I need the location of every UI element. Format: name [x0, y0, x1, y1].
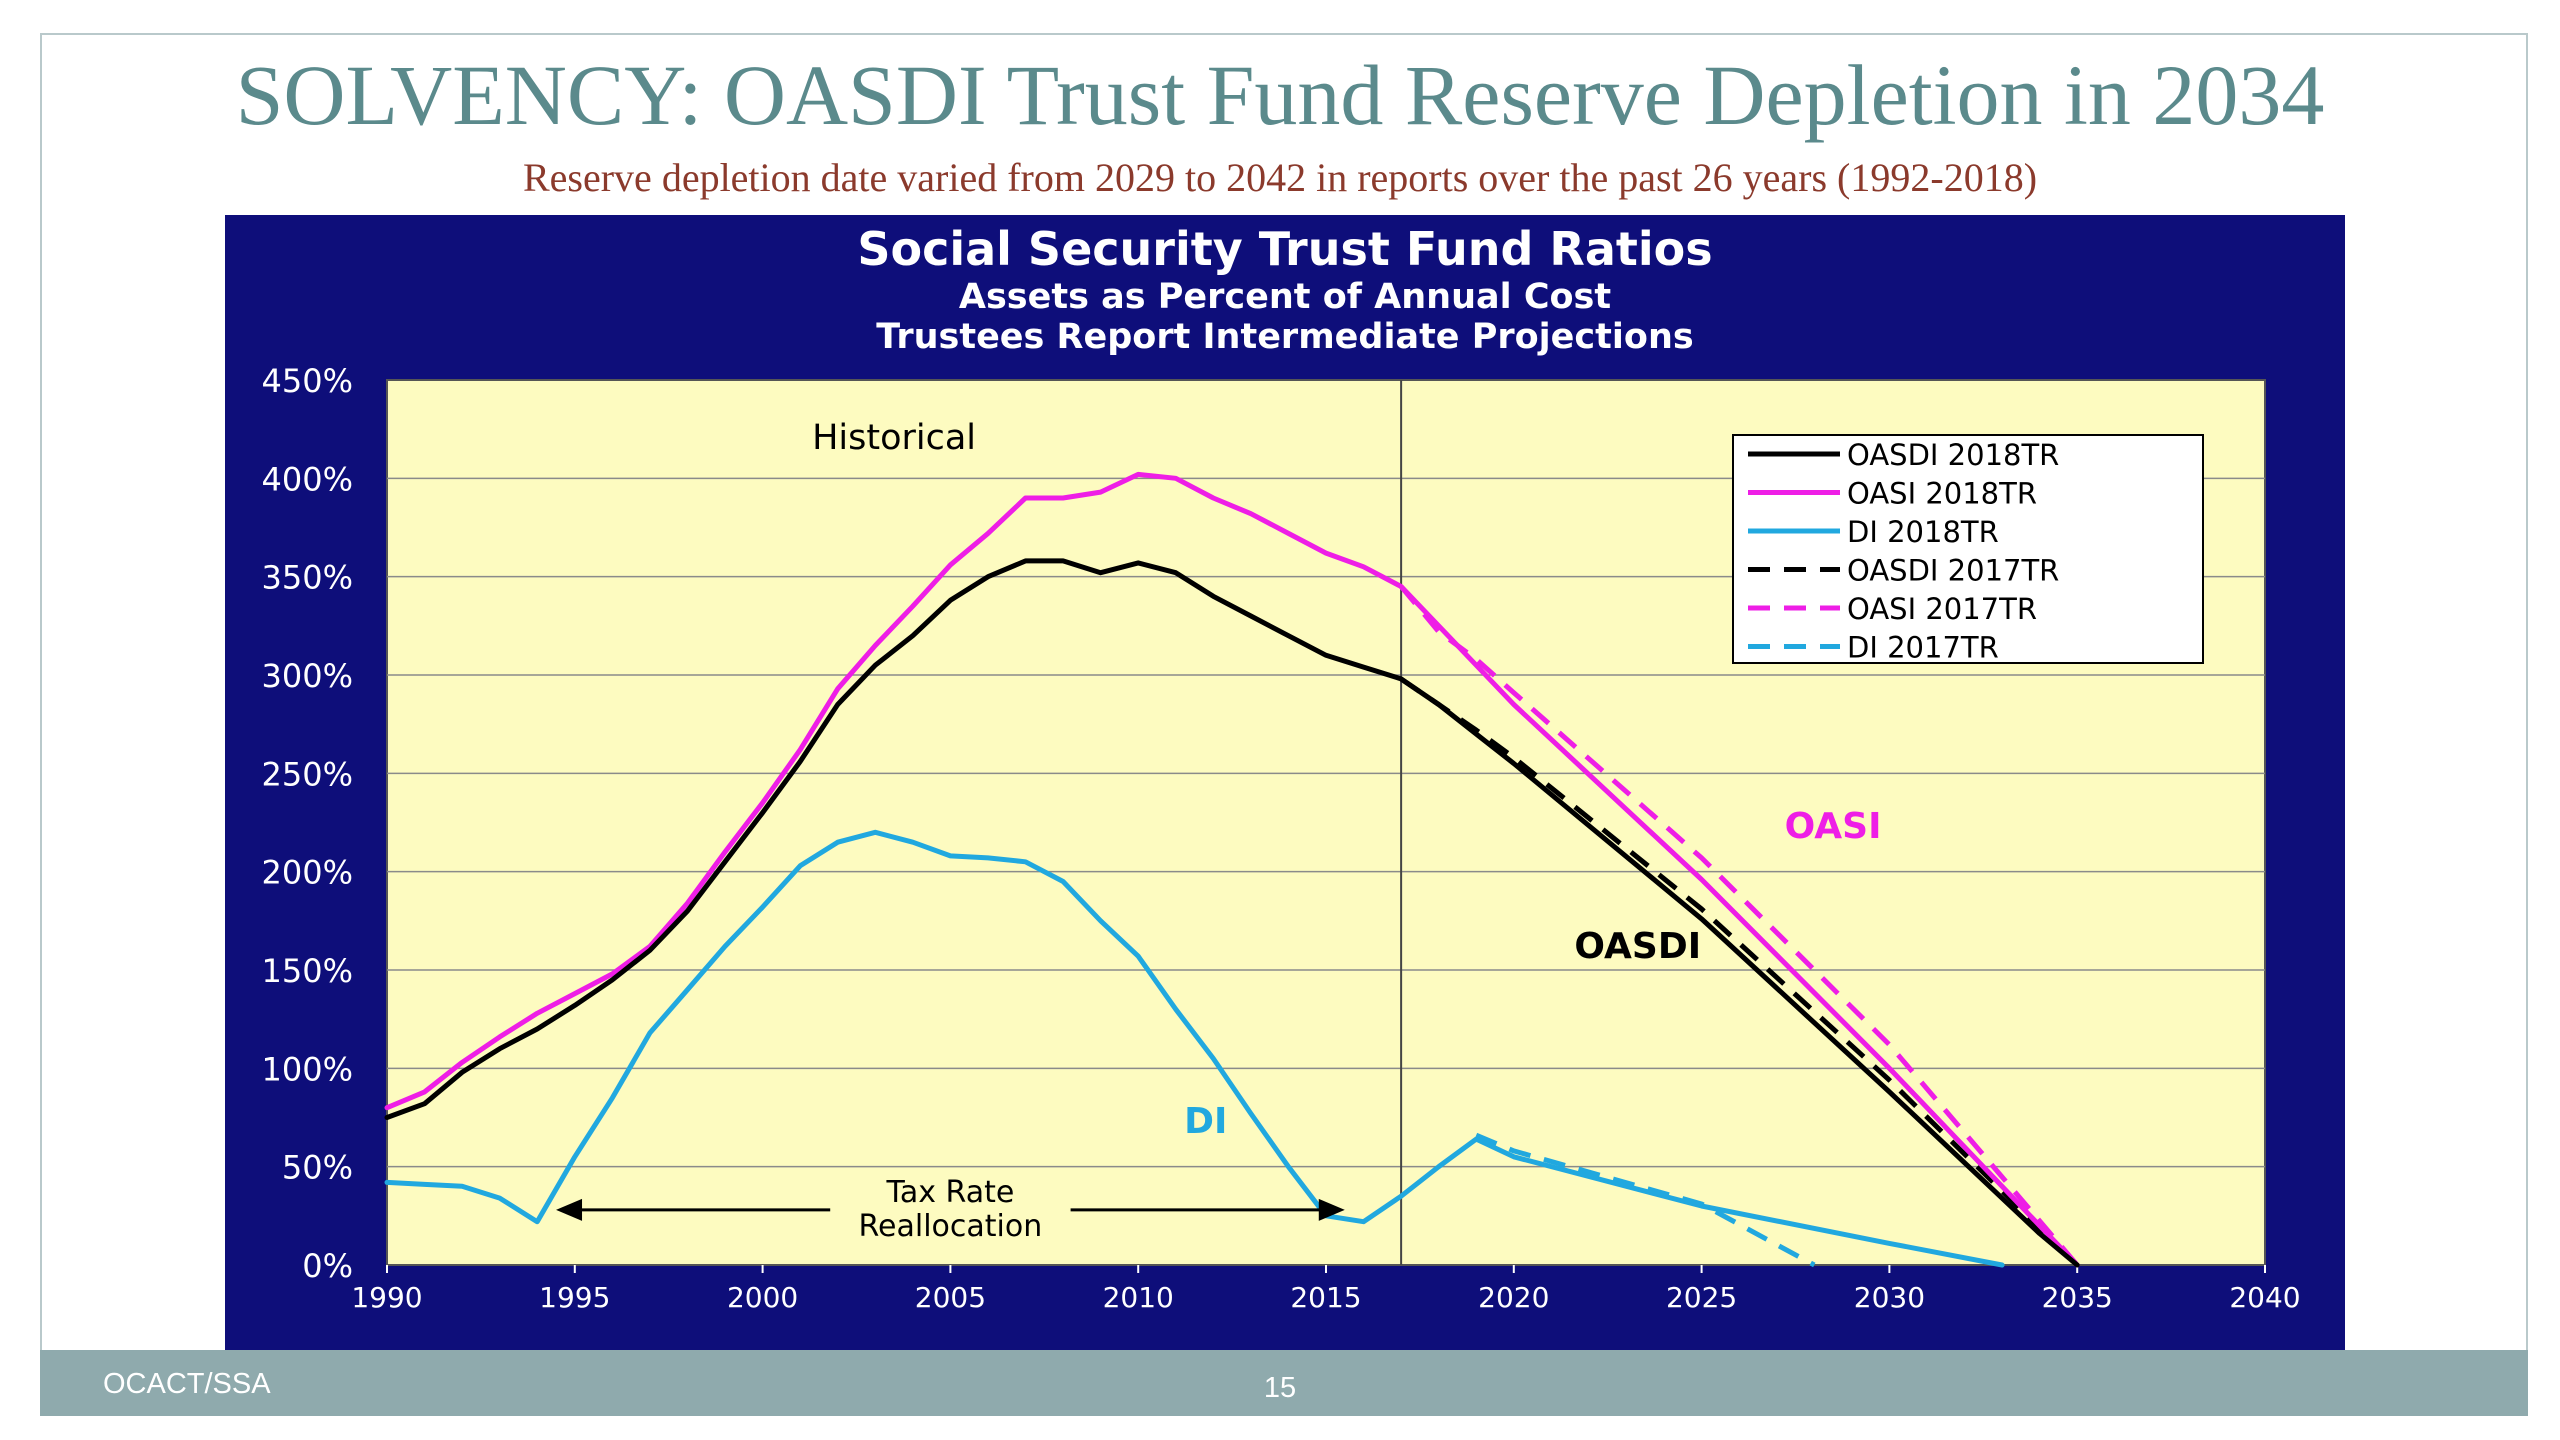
tax-rate-arrowhead-right: [1318, 1198, 1345, 1221]
grid: [387, 477, 2265, 1168]
y-tick-label: 200%: [262, 854, 353, 892]
legend-box: [1732, 434, 2204, 664]
x-tick-label: 2015: [1290, 1281, 1361, 1314]
tax-rate-label-line1: Tax Rate: [885, 1175, 1014, 1210]
series-line-oasi-2018tr: [384, 471, 2080, 1268]
y-tick-label: 450%: [262, 362, 353, 400]
tax-rate-annotation: Tax Rate Reallocation: [556, 1175, 1345, 1244]
footer-org-label: OCACT/SSA: [103, 1368, 271, 1400]
series-line-di-2018tr: [384, 829, 2005, 1268]
legend-label: OASI 2018TR: [1847, 477, 2037, 511]
chart: Social Security Trust Fund Ratios Assets…: [225, 215, 2345, 1350]
legend-label: OASDI 2018TR: [1847, 438, 2059, 472]
y-tick-label: 100%: [262, 1050, 353, 1088]
x-tick-label: 2005: [915, 1281, 986, 1314]
annotation-oasdi: OASDI: [1574, 926, 1701, 967]
legend: OASDI 2018TR OASI 2018TR DI 2018TR OASDI 20…: [1732, 434, 2204, 665]
x-tick-label: 1995: [539, 1281, 610, 1314]
tax-rate-arrowhead-left: [556, 1198, 583, 1221]
x-tick-label: 2025: [1666, 1281, 1737, 1314]
chart-subtitle-1: Assets as Percent of Annual Cost: [959, 277, 1611, 317]
series-line-oasi-2017tr: [1399, 584, 2080, 1267]
annotation-oasi: OASI: [1785, 806, 1882, 847]
legend-label: OASDI 2017TR: [1847, 554, 2059, 588]
x-tick-label: 1990: [351, 1281, 422, 1314]
slide-subtitle: Reserve depletion date varied from 2029 …: [522, 155, 2038, 200]
y-tick-label: 400%: [262, 460, 353, 498]
legend-label: OASI 2017TR: [1847, 592, 2037, 626]
axes: 0% 50% 100% 150% 200% 250% 300% 350% 400% 450% 199…: [262, 362, 2301, 1314]
annotation-historical: Historical: [812, 418, 976, 458]
legend-label: DI 2017TR: [1847, 631, 1999, 665]
slide-title: SOLVENCY: OASDI Trust Fund Reserve Deple…: [235, 47, 2325, 143]
y-tick-label: 50%: [282, 1149, 353, 1187]
tax-rate-label-line2: Reallocation: [859, 1209, 1043, 1244]
y-tick-label: 0%: [302, 1247, 353, 1285]
x-tick-label: 2030: [1854, 1281, 1925, 1314]
series: [384, 471, 2080, 1268]
annotation-di: DI: [1184, 1101, 1227, 1142]
series-line-oasdi-2018tr: [384, 558, 2080, 1268]
chart-title: Social Security Trust Fund Ratios: [857, 222, 1712, 276]
y-tick-label: 250%: [262, 755, 353, 793]
y-tick-label: 300%: [262, 657, 353, 695]
y-tick-label: 350%: [262, 559, 353, 597]
legend-label: DI 2018TR: [1847, 515, 1999, 549]
page-number: 15: [1263, 1372, 1297, 1404]
legend-items: OASDI 2018TR OASI 2018TR DI 2018TR OASDI 20…: [1748, 438, 2059, 665]
chart-subtitle-2: Trustees Report Intermediate Projections: [876, 317, 1693, 357]
x-tick-label: 2035: [2042, 1281, 2113, 1314]
x-tick-label: 2010: [1103, 1281, 1174, 1314]
series-line-di-2017tr: [1475, 1132, 1816, 1268]
x-tick-label: 2020: [1478, 1281, 1549, 1314]
y-tick-label: 150%: [262, 952, 353, 990]
x-tick-label: 2040: [2229, 1281, 2300, 1314]
footer-bar: [40, 1350, 2528, 1416]
x-tick-label: 2000: [727, 1281, 798, 1314]
